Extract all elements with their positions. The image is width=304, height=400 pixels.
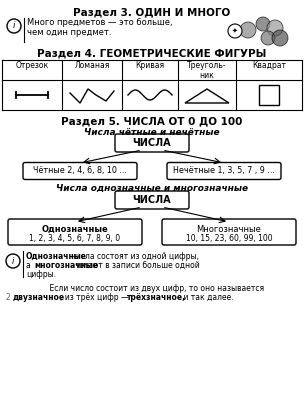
Text: ЧИСЛА: ЧИСЛА <box>133 138 171 148</box>
FancyBboxPatch shape <box>167 162 281 180</box>
Text: имеют в записи больше одной: имеют в записи больше одной <box>74 261 200 270</box>
Circle shape <box>272 30 288 46</box>
Circle shape <box>256 17 270 31</box>
Text: Квадрат: Квадрат <box>252 61 286 70</box>
Text: Нечётные 1, 3, 5, 7 , 9 ...: Нечётные 1, 3, 5, 7 , 9 ... <box>173 166 275 176</box>
Text: Много предметов — это больше,
чем один предмет.: Много предметов — это больше, чем один п… <box>27 18 173 37</box>
Text: , из трёх цифр —: , из трёх цифр — <box>60 293 131 302</box>
FancyBboxPatch shape <box>162 219 296 245</box>
Circle shape <box>267 20 283 36</box>
Text: Отрезок: Отрезок <box>16 61 49 70</box>
Text: трёхзначное,: трёхзначное, <box>126 293 185 302</box>
Circle shape <box>261 31 275 45</box>
Text: Числа однозначные и многозначные: Числа однозначные и многозначные <box>56 184 248 193</box>
FancyBboxPatch shape <box>115 191 189 209</box>
Text: Раздел 4. ГЕОМЕТРИЧЕСКИЕ ФИГУРЫ: Раздел 4. ГЕОМЕТРИЧЕСКИЕ ФИГУРЫ <box>37 48 267 58</box>
Text: ЧИСЛА: ЧИСЛА <box>133 195 171 205</box>
Text: а: а <box>26 261 33 270</box>
Text: и так далее.: и так далее. <box>181 293 234 302</box>
Text: Кривая: Кривая <box>136 61 164 70</box>
Circle shape <box>228 24 242 38</box>
Text: 2: 2 <box>5 293 10 302</box>
Text: 1, 2, 3, 4, 5, 6, 7, 8, 9, 0: 1, 2, 3, 4, 5, 6, 7, 8, 9, 0 <box>29 234 121 242</box>
Text: двузначное: двузначное <box>13 293 65 302</box>
FancyBboxPatch shape <box>115 134 189 152</box>
Bar <box>259 85 279 105</box>
Text: Однозначные: Однозначные <box>26 252 87 261</box>
Text: Многозначные: Многозначные <box>197 224 261 234</box>
Text: Ломаная: Ломаная <box>74 61 110 70</box>
Text: числа состоят из одной цифры,: числа состоят из одной цифры, <box>69 252 199 261</box>
Text: многозначные: многозначные <box>34 261 98 270</box>
Text: Числа чётные и нечётные: Числа чётные и нечётные <box>84 128 220 137</box>
Text: Однозначные: Однозначные <box>42 224 108 234</box>
Text: цифры.: цифры. <box>26 270 56 279</box>
Text: Раздел 3. ОДИН И МНОГО: Раздел 3. ОДИН И МНОГО <box>73 7 231 17</box>
Text: i: i <box>12 256 14 266</box>
Text: Чётные 2, 4, 6, 8, 10 ...: Чётные 2, 4, 6, 8, 10 ... <box>33 166 127 176</box>
Circle shape <box>240 22 256 38</box>
Text: Если число состоит из двух цифр, то оно называется: Если число состоит из двух цифр, то оно … <box>40 284 264 293</box>
Text: 10, 15, 23, 60, 99, 100: 10, 15, 23, 60, 99, 100 <box>186 234 272 242</box>
FancyBboxPatch shape <box>23 162 137 180</box>
Text: i: i <box>13 22 15 30</box>
FancyBboxPatch shape <box>8 219 142 245</box>
Text: Треуголь-
ник: Треуголь- ник <box>187 61 227 80</box>
Text: Раздел 5. ЧИСЛА ОТ 0 ДО 100: Раздел 5. ЧИСЛА ОТ 0 ДО 100 <box>61 116 243 126</box>
Text: ✦: ✦ <box>232 28 238 34</box>
